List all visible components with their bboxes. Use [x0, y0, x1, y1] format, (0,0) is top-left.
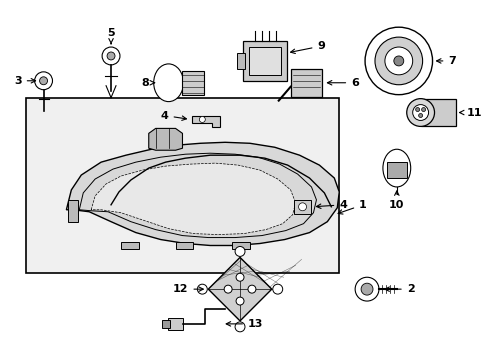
Bar — [182, 71, 204, 95]
Polygon shape — [208, 257, 271, 321]
Bar — [121, 242, 139, 249]
Circle shape — [235, 247, 244, 256]
Bar — [248, 47, 280, 75]
Circle shape — [360, 283, 372, 295]
Bar — [243, 41, 286, 81]
Circle shape — [102, 47, 120, 65]
Circle shape — [418, 113, 422, 117]
Bar — [290, 69, 322, 96]
Circle shape — [35, 72, 52, 90]
Circle shape — [393, 56, 403, 66]
Bar — [68, 200, 78, 222]
Bar — [167, 318, 183, 330]
Circle shape — [236, 297, 244, 305]
Text: 4: 4 — [316, 200, 346, 210]
Circle shape — [199, 117, 205, 122]
Text: 10: 10 — [388, 191, 404, 210]
Circle shape — [236, 273, 244, 281]
Bar — [232, 242, 249, 249]
Circle shape — [224, 285, 232, 293]
Text: 2: 2 — [384, 284, 414, 294]
Circle shape — [272, 284, 282, 294]
Polygon shape — [192, 116, 220, 127]
Circle shape — [298, 203, 306, 211]
Circle shape — [40, 77, 47, 85]
Bar — [293, 200, 311, 214]
Circle shape — [107, 52, 115, 60]
Bar — [162, 320, 169, 328]
Bar — [386, 162, 406, 178]
Text: 13: 13 — [226, 319, 263, 329]
Text: 7: 7 — [436, 56, 455, 66]
Bar — [237, 53, 244, 69]
Circle shape — [421, 108, 425, 112]
Text: 3: 3 — [14, 76, 36, 86]
Text: 12: 12 — [173, 284, 203, 294]
Circle shape — [406, 99, 434, 126]
Bar — [420, 99, 455, 126]
Polygon shape — [148, 129, 182, 150]
Circle shape — [197, 284, 207, 294]
Polygon shape — [91, 163, 295, 235]
Circle shape — [247, 285, 255, 293]
Ellipse shape — [382, 149, 410, 187]
Circle shape — [415, 108, 419, 112]
Text: 5: 5 — [107, 28, 115, 44]
Text: 1: 1 — [337, 200, 366, 214]
Ellipse shape — [153, 64, 183, 102]
Text: 6: 6 — [327, 78, 358, 88]
Circle shape — [374, 37, 422, 85]
Text: 8: 8 — [141, 78, 154, 88]
Circle shape — [235, 322, 244, 332]
Bar — [175, 242, 193, 249]
Polygon shape — [66, 142, 339, 246]
Circle shape — [412, 105, 427, 121]
Circle shape — [365, 27, 432, 95]
Text: 11: 11 — [459, 108, 481, 117]
Text: 9: 9 — [290, 41, 325, 54]
Circle shape — [354, 277, 378, 301]
Bar — [26, 98, 338, 273]
Text: 4: 4 — [161, 111, 186, 121]
Circle shape — [384, 47, 412, 75]
